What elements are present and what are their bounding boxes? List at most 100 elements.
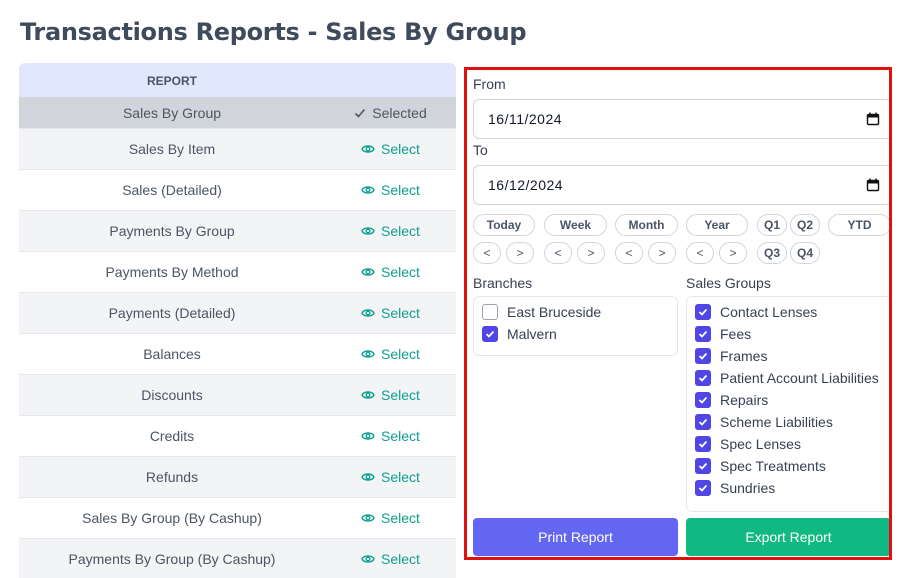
calendar-icon[interactable] — [866, 112, 880, 129]
report-row: Payments By Group (By Cashup) Select — [19, 538, 456, 578]
sales-group-checkbox[interactable] — [695, 392, 711, 408]
select-label: Select — [381, 182, 420, 198]
today-prev-button[interactable]: < — [473, 242, 501, 264]
sales-group-option[interactable]: Repairs — [695, 389, 889, 411]
eye-icon — [361, 225, 375, 237]
branch-option[interactable]: East Bruceside — [482, 301, 669, 323]
sales-group-option[interactable]: Patient Account Liabilities — [695, 367, 889, 389]
sales-group-option[interactable]: Frames — [695, 345, 889, 367]
sales-group-label: Frames — [720, 348, 768, 364]
report-table: REPORT Sales By Group Selected Sales By … — [19, 63, 456, 578]
select-link[interactable]: Select — [325, 551, 456, 567]
month-prev-button[interactable]: < — [615, 242, 643, 264]
select-link[interactable]: Select — [325, 469, 456, 485]
eye-icon — [361, 307, 375, 319]
report-name: Sales (Detailed) — [122, 182, 222, 198]
eye-icon — [361, 512, 375, 524]
today-next-button[interactable]: > — [506, 242, 534, 264]
report-name: Sales By Item — [128, 141, 216, 157]
select-link[interactable]: Select — [325, 141, 456, 157]
branch-option[interactable]: Malvern — [482, 323, 669, 345]
branch-checkbox[interactable] — [482, 304, 498, 320]
sales-group-option[interactable]: Fees — [695, 323, 889, 345]
week-button[interactable]: Week — [544, 214, 607, 236]
eye-icon — [361, 471, 375, 483]
year-prev-button[interactable]: < — [686, 242, 714, 264]
from-date-input[interactable]: 16/11/2024 — [473, 99, 889, 139]
sales-group-checkbox[interactable] — [695, 480, 711, 496]
branch-label: Malvern — [507, 326, 557, 342]
report-table-header: REPORT — [19, 63, 456, 97]
week-next-button[interactable]: > — [577, 242, 605, 264]
select-link[interactable]: Select — [325, 428, 456, 444]
sales-group-label: Sundries — [720, 480, 776, 496]
print-report-button[interactable]: Print Report — [473, 518, 678, 556]
select-label: Select — [381, 469, 420, 485]
report-row: Payments (Detailed) Select — [19, 292, 456, 333]
select-label: Select — [381, 346, 420, 362]
report-name: Discounts — [141, 387, 203, 403]
sales-group-checkbox[interactable] — [695, 348, 711, 364]
select-link[interactable]: Select — [325, 346, 456, 362]
sales-group-option[interactable]: Scheme Liabilities — [695, 411, 889, 433]
select-link[interactable]: Select — [325, 387, 456, 403]
to-date-input[interactable]: 16/12/2024 — [473, 165, 889, 205]
eye-icon — [361, 143, 375, 155]
eye-icon — [361, 553, 375, 565]
branch-label: East Bruceside — [507, 304, 602, 320]
selected-indicator: Selected — [325, 105, 456, 121]
export-report-button[interactable]: Export Report — [686, 518, 889, 556]
report-name: Payments By Method — [105, 264, 239, 280]
sales-groups-label: Sales Groups — [686, 275, 771, 291]
select-label: Select — [381, 551, 420, 567]
sales-group-option[interactable]: Spec Treatments — [695, 455, 889, 477]
report-name: Refunds — [145, 469, 199, 485]
sales-group-option[interactable]: Contact Lenses — [695, 301, 889, 323]
sales-groups-list: Contact Lenses Fees Frames Patient Accou… — [686, 296, 889, 512]
select-link[interactable]: Select — [325, 264, 456, 280]
sales-group-label: Spec Lenses — [720, 436, 801, 452]
month-button[interactable]: Month — [615, 214, 678, 236]
q1-button[interactable]: Q1 — [757, 214, 787, 236]
week-prev-button[interactable]: < — [544, 242, 572, 264]
branches-list: East Bruceside Malvern — [473, 296, 678, 356]
report-name: Sales By Group (By Cashup) — [82, 510, 262, 526]
branches-label: Branches — [473, 275, 533, 291]
from-date-value: 16/11/2024 — [488, 111, 563, 127]
report-name: Sales By Group — [122, 104, 222, 121]
branch-checkbox[interactable] — [482, 326, 498, 342]
year-next-button[interactable]: > — [719, 242, 747, 264]
sales-group-checkbox[interactable] — [695, 370, 711, 386]
to-date-value: 16/12/2024 — [488, 177, 564, 193]
report-row: Credits Select — [19, 415, 456, 456]
sales-group-checkbox[interactable] — [695, 414, 711, 430]
select-label: Select — [381, 510, 420, 526]
sales-group-checkbox[interactable] — [695, 326, 711, 342]
eye-icon — [361, 389, 375, 401]
q2-button[interactable]: Q2 — [790, 214, 820, 236]
select-link[interactable]: Select — [325, 510, 456, 526]
ytd-button[interactable]: YTD — [828, 214, 889, 236]
q3-button[interactable]: Q3 — [757, 242, 787, 264]
sales-group-label: Fees — [720, 326, 752, 342]
select-link[interactable]: Select — [325, 305, 456, 321]
sales-group-checkbox[interactable] — [695, 436, 711, 452]
report-row-sales-by-group[interactable]: Sales By Group Selected — [19, 97, 456, 128]
from-label: From — [473, 76, 506, 92]
today-button[interactable]: Today — [473, 214, 535, 236]
select-link[interactable]: Select — [325, 182, 456, 198]
q4-button[interactable]: Q4 — [790, 242, 820, 264]
select-label: Select — [381, 223, 420, 239]
sales-group-option[interactable]: Spec Lenses — [695, 433, 889, 455]
report-row: Refunds Select — [19, 456, 456, 497]
sales-group-checkbox[interactable] — [695, 458, 711, 474]
sales-group-option[interactable]: Sundries — [695, 477, 889, 499]
calendar-icon[interactable] — [866, 178, 880, 195]
month-next-button[interactable]: > — [648, 242, 676, 264]
select-link[interactable]: Select — [325, 223, 456, 239]
year-button[interactable]: Year — [686, 214, 748, 236]
sales-group-label: Repairs — [720, 392, 769, 408]
selected-label: Selected — [372, 104, 427, 121]
select-label: Select — [381, 428, 420, 444]
sales-group-checkbox[interactable] — [695, 304, 711, 320]
